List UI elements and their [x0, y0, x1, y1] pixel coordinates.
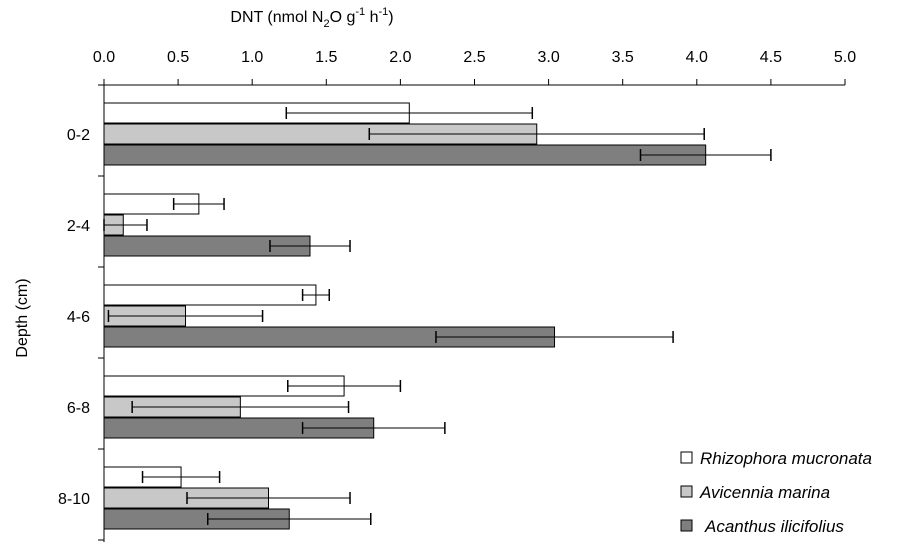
x-tick-label: 0.5 [167, 49, 189, 66]
bar [103, 284, 317, 306]
x-tick-label: 4.0 [686, 49, 708, 66]
x-tick-label: 3.5 [612, 49, 634, 66]
x-axis: 0.0 0.5 1.0 1.5 2.0 2.5 3.0 3.5 4.0 4.5 5.0 [93, 49, 856, 86]
legend-label: Avicennia marina [699, 483, 830, 502]
x-tick-label: 1.0 [241, 49, 263, 66]
x-tick-label: 0.0 [93, 49, 115, 66]
legend-swatch [680, 485, 693, 498]
y-category-label: 6-8 [67, 400, 90, 417]
error-bars [103, 107, 772, 525]
bar [103, 144, 707, 166]
y-category-label: 2-4 [67, 218, 90, 235]
legend-label: Acanthus ilicifolius [704, 517, 844, 536]
x-axis-title: DNT (nmol N2O g-1 h-1) [230, 6, 393, 30]
x-tick-label: 4.5 [760, 49, 782, 66]
y-category-label: 0-2 [67, 127, 90, 144]
bars [103, 102, 707, 530]
y-axis-title: Depth (cm) [14, 278, 31, 357]
y-category-label: 8-10 [58, 491, 90, 508]
x-tick-label: 2.0 [389, 49, 411, 66]
x-tick-label: 1.5 [315, 49, 337, 66]
y-category-label: 4-6 [67, 309, 90, 326]
x-tick-label: 2.5 [463, 49, 485, 66]
legend: Rhizophora mucronata Avicennia marina Acan… [680, 449, 872, 536]
legend-swatch [680, 451, 693, 464]
legend-swatch [680, 519, 693, 532]
x-tick-label: 5.0 [834, 49, 856, 66]
legend-label: Rhizophora mucronata [700, 449, 872, 468]
x-tick-label: 3.0 [537, 49, 559, 66]
y-axis: 0-2 2-4 4-6 6-8 8-10 [58, 84, 105, 542]
